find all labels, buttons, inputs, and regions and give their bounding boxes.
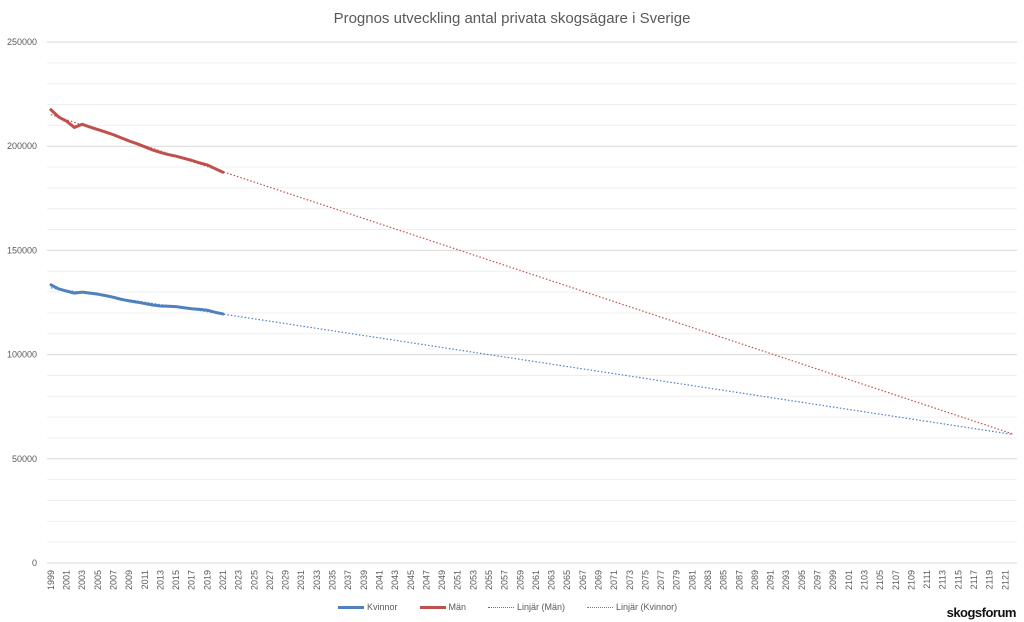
x-tick-label: 2017 bbox=[187, 570, 197, 590]
x-tick-label: 2077 bbox=[656, 570, 666, 590]
x-tick-label: 2027 bbox=[265, 570, 275, 590]
x-tick-label: 2039 bbox=[359, 570, 369, 590]
legend-item-trend-kvinnor: Linjär (Kvinnor) bbox=[587, 602, 677, 612]
x-tick-label: 2079 bbox=[672, 570, 682, 590]
x-tick-label: 2061 bbox=[531, 570, 541, 590]
x-tick-label: 2093 bbox=[781, 570, 791, 590]
x-tick-label: 2009 bbox=[124, 570, 134, 590]
x-tick-label: 2049 bbox=[437, 570, 447, 590]
x-tick-label: 2117 bbox=[969, 570, 979, 589]
x-tick-label: 2031 bbox=[296, 570, 306, 590]
x-tick-label: 2087 bbox=[734, 570, 744, 590]
legend-swatch bbox=[419, 605, 446, 609]
x-tick-label: 2075 bbox=[640, 570, 650, 590]
x-tick-label: 2121 bbox=[1000, 570, 1010, 590]
x-tick-label: 2053 bbox=[468, 570, 478, 590]
x-tick-label: 2013 bbox=[155, 570, 165, 590]
x-tick-label: 1999 bbox=[46, 570, 56, 590]
x-tick-label: 2067 bbox=[578, 570, 588, 590]
y-tick-label: 50000 bbox=[12, 454, 37, 464]
y-tick-label: 250000 bbox=[7, 37, 37, 47]
x-tick-label: 2115 bbox=[953, 570, 963, 589]
x-tick-label: 2083 bbox=[703, 570, 713, 590]
x-tick-label: 2081 bbox=[687, 570, 697, 590]
y-tick-label: 100000 bbox=[7, 350, 37, 360]
x-tick-label: 2091 bbox=[766, 570, 776, 590]
x-tick-label: 2021 bbox=[218, 570, 228, 590]
x-tick-label: 2097 bbox=[813, 570, 823, 590]
x-tick-label: 2001 bbox=[62, 570, 72, 590]
legend-label: Linjär (Män) bbox=[517, 602, 566, 612]
x-tick-label: 2007 bbox=[108, 570, 118, 590]
series-line-kvinnor bbox=[49, 283, 225, 316]
x-tick-label: 2011 bbox=[140, 570, 150, 589]
x-tick-label: 2003 bbox=[77, 570, 87, 590]
legend-swatch bbox=[338, 605, 364, 609]
x-tick-label: 2029 bbox=[281, 570, 291, 590]
x-tick-label: 2101 bbox=[844, 570, 854, 590]
series-line-män bbox=[49, 108, 225, 174]
x-tick-label: 2023 bbox=[234, 570, 244, 590]
x-tick-label: 2051 bbox=[453, 570, 463, 590]
x-tick-label: 2085 bbox=[719, 570, 729, 590]
x-tick-label: 2065 bbox=[562, 570, 572, 590]
x-tick-label: 2095 bbox=[797, 570, 807, 590]
x-tick-label: 2015 bbox=[171, 570, 181, 590]
x-tick-label: 2103 bbox=[859, 570, 869, 590]
x-tick-label: 2005 bbox=[93, 570, 103, 590]
legend-label: Män bbox=[448, 602, 467, 612]
y-tick-label: 0 bbox=[32, 558, 37, 568]
legend-label: Linjär (Kvinnor) bbox=[616, 602, 678, 612]
x-tick-label: 2045 bbox=[406, 570, 416, 590]
x-tick-label: 2059 bbox=[515, 570, 525, 590]
x-tick-label: 2071 bbox=[609, 570, 619, 590]
x-tick-label: 2055 bbox=[484, 570, 494, 590]
x-tick-label: 2019 bbox=[202, 570, 212, 590]
x-tick-label: 2025 bbox=[249, 570, 259, 590]
x-tick-label: 2107 bbox=[891, 570, 901, 590]
y-tick-label: 200000 bbox=[7, 141, 37, 151]
legend-label: Kvinnor bbox=[367, 602, 398, 612]
x-tick-label: 2037 bbox=[343, 570, 353, 590]
x-tick-label: 2073 bbox=[625, 570, 635, 590]
x-tick-label: 2035 bbox=[328, 570, 338, 590]
x-tick-label: 2057 bbox=[500, 570, 510, 590]
legend-item-kvinnor: Kvinnor bbox=[338, 602, 398, 612]
x-tick-label: 2113 bbox=[938, 570, 948, 589]
x-tick-label: 2041 bbox=[374, 570, 384, 590]
legend-item-man: Män bbox=[419, 602, 467, 612]
legend-item-trend-man: Linjär (Män) bbox=[488, 602, 565, 612]
x-tick-label: 2033 bbox=[312, 570, 322, 590]
x-tick-label: 2119 bbox=[985, 570, 995, 589]
x-tick-label: 2043 bbox=[390, 570, 400, 590]
y-tick-label: 150000 bbox=[7, 245, 37, 255]
x-tick-label: 2089 bbox=[750, 570, 760, 590]
x-tick-label: 2105 bbox=[875, 570, 885, 590]
legend-swatch bbox=[488, 606, 515, 608]
x-tick-label: 2069 bbox=[593, 570, 603, 590]
x-tick-label: 2063 bbox=[547, 570, 557, 590]
chart-title: Prognos utveckling antal privata skogsäg… bbox=[333, 10, 691, 27]
watermark-logo: skogsforum bbox=[946, 605, 1017, 620]
x-tick-label: 2111 bbox=[922, 570, 932, 589]
x-tick-label: 2099 bbox=[828, 570, 838, 590]
x-tick-label: 2047 bbox=[421, 570, 431, 590]
legend-swatch bbox=[587, 606, 614, 608]
x-tick-label: 2109 bbox=[906, 570, 916, 590]
legend: Kvinnor Män Linjär (Män) Linjär (Kvinnor… bbox=[338, 602, 677, 612]
